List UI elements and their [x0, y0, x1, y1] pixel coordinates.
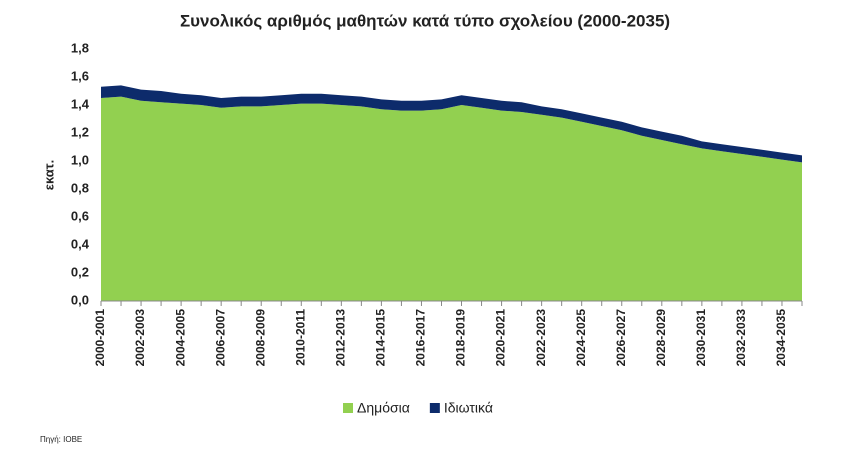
legend-swatch — [429, 403, 440, 413]
x-tick-label: 2032-2033 — [734, 309, 748, 367]
x-tick-label: 2000-2001 — [93, 309, 107, 367]
y-tick-label: 1,0 — [71, 152, 89, 167]
y-tick-label: 0,0 — [71, 292, 89, 307]
x-tick-label: 2020-2021 — [494, 309, 508, 367]
x-tick-label: 2016-2017 — [414, 309, 428, 367]
chart-title: Συνολικός αριθμός μαθητών κατά τύπο σχολ… — [180, 11, 670, 30]
x-tick-label: 2030-2031 — [694, 309, 708, 367]
y-tick-label: 1,4 — [71, 96, 90, 111]
area — [101, 85, 802, 163]
legend-label: Δημόσια — [357, 400, 410, 416]
y-tick-label: 0,8 — [71, 180, 89, 195]
y-tick-label: 0,2 — [71, 264, 89, 279]
x-tick-label: 2004-2005 — [173, 309, 187, 367]
x-tick-label: 2018-2019 — [454, 309, 468, 367]
x-tick-label: 2022-2023 — [534, 309, 548, 367]
x-tick-label: 2028-2029 — [654, 309, 668, 367]
legend-label: Ιδιωτικά — [444, 400, 493, 416]
area — [101, 96, 802, 301]
x-tick-label: 2014-2015 — [374, 309, 388, 367]
y-tick-label: 1,8 — [71, 40, 89, 55]
y-tick-label: 1,6 — [71, 68, 89, 83]
y-tick-label: 1,2 — [71, 124, 89, 139]
y-axis-label: εκατ. — [41, 160, 56, 190]
source: Πηγή: ΙΟΒΕ — [40, 435, 82, 444]
x-tick-label: 2012-2013 — [334, 309, 348, 367]
legend-swatch — [343, 403, 353, 413]
y-tick-label: 0,6 — [71, 208, 89, 223]
y-tick-label: 0,4 — [71, 236, 90, 251]
x-tick-label: 2006-2007 — [213, 309, 227, 367]
x-tick-label: 2002-2003 — [133, 309, 147, 367]
x-tick-label: 2034-2035 — [774, 309, 788, 367]
x-tick-label: 2008-2009 — [253, 309, 267, 367]
x-tick-label: 2026-2027 — [614, 309, 628, 367]
x-tick-label: 2024-2025 — [574, 309, 588, 367]
x-tick-label: 2010-2011 — [293, 309, 307, 366]
